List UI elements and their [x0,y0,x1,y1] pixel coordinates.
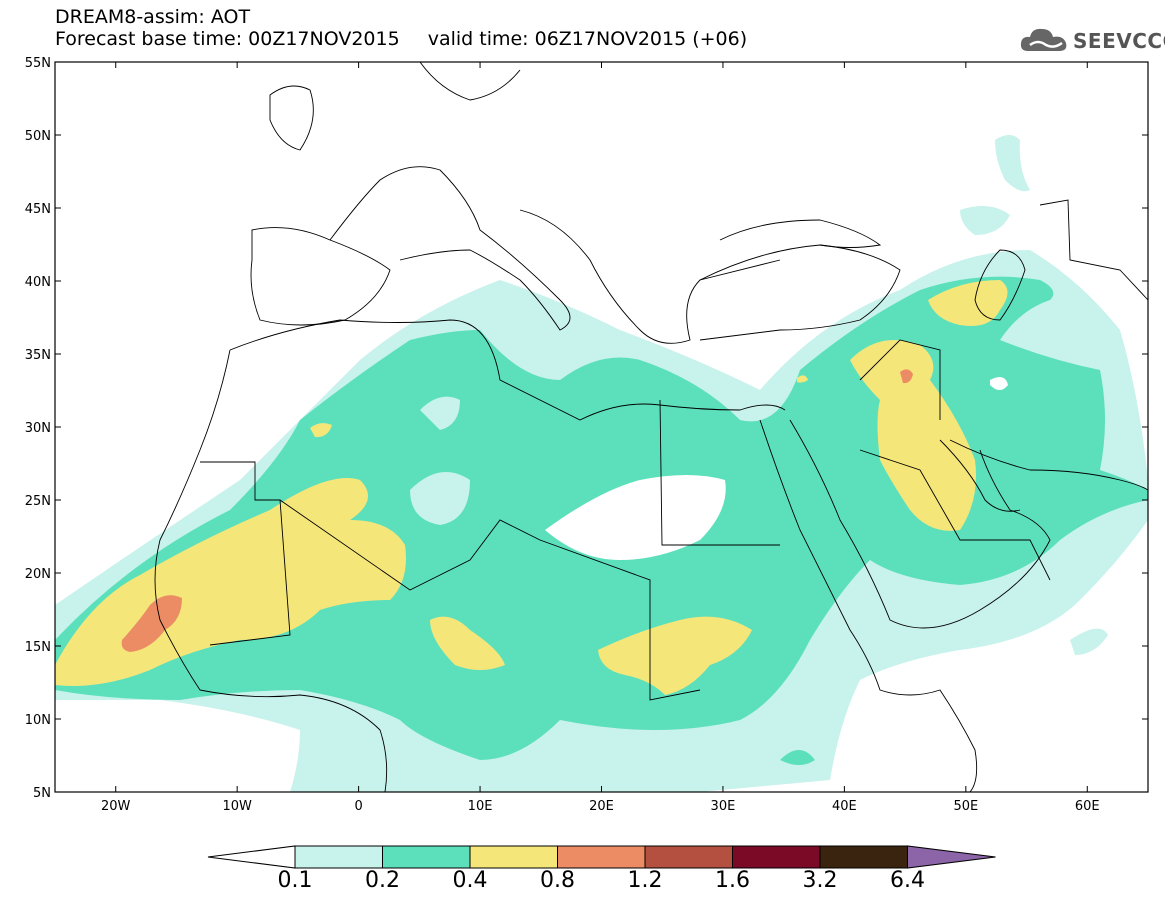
colorbar-label: 1.2 [627,868,663,893]
lat-tick-label: 5N [33,786,51,801]
lon-tick-label: 60E [1075,799,1100,814]
lat-tick-label: 15N [25,640,51,655]
colorbar-bin [557,845,646,869]
border-mali-niger [279,499,541,591]
lon-tick-label: 30E [711,799,736,814]
colorbar-label: 0.8 [540,868,575,893]
coastline-west-africa [154,349,388,792]
aot-band-0.2-south [780,750,815,765]
aot-band-0.8-iraq [900,369,913,384]
aot-band-0.1-arabian [1070,628,1108,655]
aot-map: 20W 10W 0 10E 20E 30E 40E 50E 60E 55N 50N 45N 40N 35… [25,56,1149,814]
lon-tick-label: 50E [953,799,978,814]
longitude-axis: 20W 10W 0 10E 20E 30E 40E 50E 60E [101,62,1100,814]
lat-tick-label: 45N [25,202,51,217]
cloud-icon [1020,28,1067,51]
map-subtitle: Forecast base time: 00Z17NOV2015 valid ti… [55,28,747,50]
lon-tick-label: 20W [101,799,131,814]
base-time: Forecast base time: 00Z17NOV2015 [55,28,400,50]
colorbar-label: 1.6 [715,868,750,893]
coastline-north-africa [229,319,786,421]
colorbar-label: 0.4 [452,868,488,893]
border-mauritania [200,461,291,646]
colorbar-label: 0.2 [365,868,400,893]
lat-tick-label: 20N [25,567,51,582]
lat-tick-label: 50N [25,129,51,144]
aot-band-0.4-chad [430,616,505,670]
lon-tick-label: 20E [589,799,614,814]
aot-band-0.8-senegal [121,595,182,652]
lat-tick-label: 25N [25,494,51,509]
coastline-turkey [699,244,901,341]
lat-tick-label: 30N [25,421,51,436]
colorbar-bin [469,845,558,869]
colorbar-label: 3.2 [802,868,838,893]
border-iraq [859,339,941,420]
coastline-red-sea-west [759,419,978,792]
border-saudi [859,449,1051,581]
coastline-black-sea [719,219,882,248]
colorbar-bin [294,845,383,869]
valid-time: valid time: 06Z17NOV2015 (+06) [427,28,748,50]
coastline-balkans [519,209,781,344]
lat-tick-label: 10N [25,713,51,728]
lon-tick-label: 40E [832,799,857,814]
aot-clear-libya [545,475,726,560]
aot-hole-sahara [410,472,470,525]
colorbar-label: 0.1 [277,868,313,893]
lon-tick-label: 10E [468,799,493,814]
lon-tick-label: 0 [354,799,362,814]
aot-band-0.4-levant [797,375,808,383]
logo-text: SEEVCCC [1073,29,1165,53]
border-sudan [539,539,701,701]
aot-band-0.2-east [1000,352,1060,450]
aot-band-0.1-north [995,135,1030,192]
aot-band-0.4-sudan [598,616,752,695]
coastlines-and-borders [154,62,1148,792]
aot-contours [55,135,1148,792]
latitude-axis: 55N 50N 45N 40N 35N 30N 25N 20N 15N 10N 5N [25,56,1148,801]
coastline-arabia [789,419,1051,629]
colorbar-over-arrow [907,845,996,869]
aot-clear-iran [990,376,1008,390]
aot-hole-algeria [420,396,460,430]
aot-band-0.4-caucasus [928,280,1008,326]
coastline-scandinavia [419,62,521,101]
colorbar-bin [819,845,908,869]
colorbar [207,845,996,869]
coastline-france-italy [329,166,571,331]
colorbar-bin [382,845,471,869]
seevccc-logo: SEEVCCC [1018,23,1165,59]
lat-tick-label: 55N [25,56,51,71]
coastline-uk [269,85,314,151]
colorbar-bin [644,845,733,869]
colorbar-label: 6.4 [890,868,925,893]
lon-tick-label: 10W [222,799,252,814]
coastline-iberia [250,227,391,326]
colorbar-under-arrow [207,845,296,869]
border-libya-egypt [659,399,780,546]
lat-tick-label: 35N [25,348,51,363]
aot-band-0.4-iraq [850,340,976,531]
colorbar-bin [732,845,821,869]
aot-band-0.1-caspian [960,206,1010,235]
aot-band-0.4-algeria-small [310,423,332,438]
coastline-persian-gulf [939,439,1021,512]
border-kazakh [1039,199,1148,301]
coastline-caspian [974,249,1026,321]
map-title: DREAM8-assim: AOT [55,6,250,28]
coastline-iran [949,439,1148,491]
lat-tick-label: 40N [25,275,51,290]
model-title: DREAM8-assim: AOT [55,6,251,28]
